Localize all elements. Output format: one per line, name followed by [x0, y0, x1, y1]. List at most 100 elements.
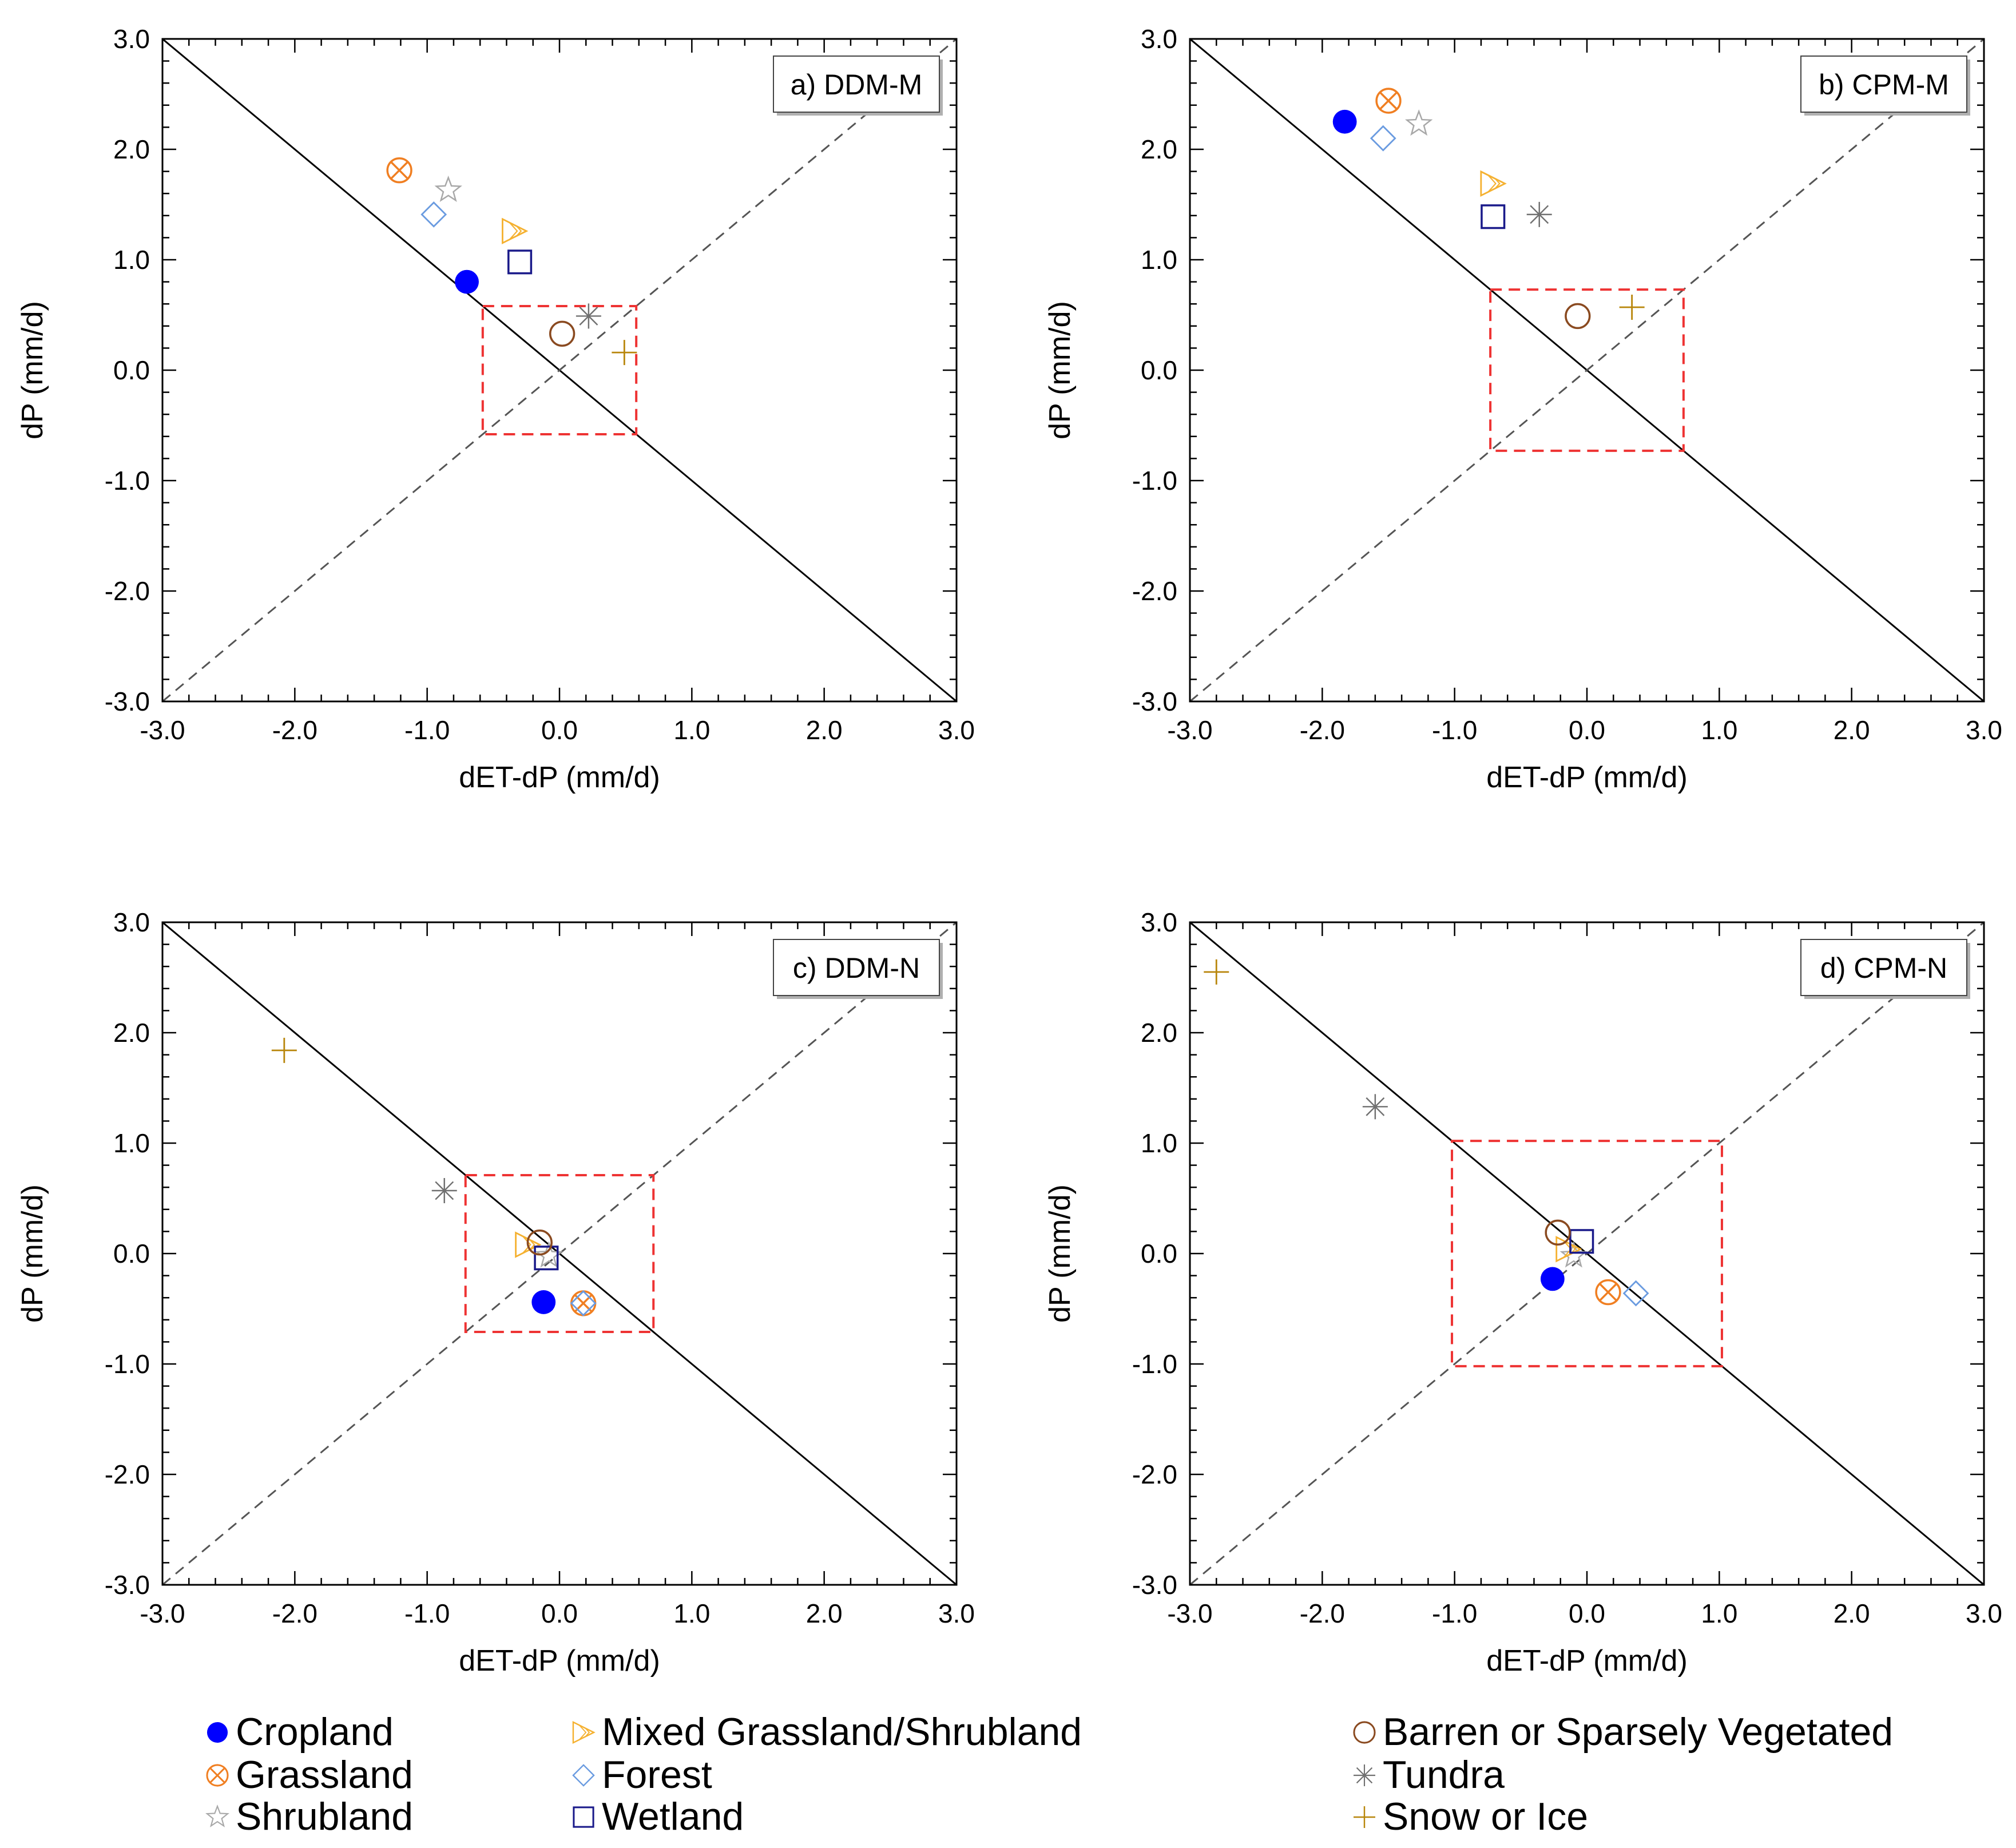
y-tick-label: -3.0: [1132, 687, 1177, 716]
marker-shrubland: [1407, 112, 1431, 134]
panel-d-cpm-n: -3.0 -2.0 -1.0 0.0 1.0 2.0 3.0 -3.0 -2.0 -1.0 0.0 1…: [1043, 907, 2002, 1678]
x-tick-label: -3.0: [1167, 1599, 1212, 1628]
y-axis-title: dP (mm/d): [1043, 301, 1077, 439]
marker-tundra: [1527, 202, 1552, 227]
panel-label: c) DDM-N: [793, 952, 920, 984]
y-tick-label: -1.0: [1132, 1349, 1177, 1379]
legend-label: Barren or Sparsely Vegetated: [1383, 1710, 1893, 1754]
x-tick-label: -1.0: [1432, 715, 1477, 745]
y-tick-label: -2.0: [1132, 576, 1177, 606]
y-tick-label: 0.0: [113, 1239, 150, 1268]
marker-tundra: [1354, 1764, 1375, 1786]
legend-item-cropland: Cropland: [207, 1710, 394, 1754]
x-tick-label: 3.0: [938, 1599, 975, 1628]
y-tick-label: -1.0: [105, 1349, 150, 1379]
y-tick-label: -1.0: [105, 466, 150, 495]
y-tick-label: 3.0: [1141, 907, 1177, 937]
legend-item-barren-or-sparsely-vegetated: Barren or Sparsely Vegetated: [1354, 1710, 1893, 1754]
marker-cropland: [1541, 1267, 1565, 1291]
panel-a-ddm-m: -3.0 -2.0 -1.0 0.0 1.0 2.0 3.0-3.0-2.0-1.00.01…: [16, 24, 975, 794]
marker-cropland: [1333, 110, 1357, 134]
marker-barren-or-sparsely-vegetated: [1546, 1220, 1570, 1244]
marker-barren-or-sparsely-vegetated: [527, 1231, 551, 1255]
y-tick-label: -1.0: [1132, 466, 1177, 495]
legend-item-forest: Forest: [573, 1753, 712, 1797]
y-tick-label: -2.0: [105, 576, 150, 606]
marker-shrubland: [207, 1806, 228, 1826]
marker-grassland: [1596, 1280, 1620, 1304]
panel-c-ddm-n: -3.0 -2.0 -1.0 0.0 1.0 2.0 3.0 -3.0 -2.0 -1.0 0.0 1…: [16, 907, 975, 1678]
panel-label: d) CPM-N: [1820, 952, 1947, 984]
panel-label: a) DDM-M: [791, 69, 923, 101]
x-tick-label: 3.0: [938, 715, 975, 745]
y-tick-label: -3.0: [105, 687, 150, 716]
x-axis-title: dET-dP (mm/d): [459, 761, 660, 794]
x-tick-label: -3.0: [140, 715, 185, 745]
y-tick-label: 0.0: [1141, 355, 1177, 385]
x-tick-label: -1.0: [404, 1599, 450, 1628]
x-tick-label: -2.0: [272, 1599, 318, 1628]
y-axis-title: dP (mm/d): [16, 301, 49, 439]
y-tick-label: 2.0: [1141, 134, 1177, 164]
marker-barren-or-sparsely-vegetated: [1566, 304, 1590, 328]
x-tick-label: 2.0: [806, 715, 843, 745]
x-tick-label: -3.0: [140, 1599, 185, 1628]
x-tick-label: 2.0: [1834, 715, 1870, 745]
y-tick-label: 3.0: [113, 24, 150, 54]
marker-cropland: [207, 1722, 228, 1743]
marker-tundra: [432, 1178, 457, 1203]
marker-grassland: [1376, 89, 1400, 113]
marker-snow-or-ice: [272, 1038, 297, 1063]
marker-forest: [573, 1765, 594, 1786]
panel-b-cpm-m: -3.0 -2.0 -1.0 0.0 1.0 2.0 3.0 -3.0 -2.0 -1.0 0.0 1…: [1043, 24, 2002, 794]
x-tick-label: -1.0: [1432, 1599, 1477, 1628]
marker-mixed-grassland-shrubland: [502, 219, 526, 243]
x-axis-title: dET-dP (mm/d): [459, 1644, 660, 1678]
legend-item-shrubland: Shrubland: [207, 1795, 413, 1838]
y-tick-label: 0.0: [113, 355, 150, 385]
x-tick-label: -2.0: [1300, 1599, 1345, 1628]
y-axis-title: dP (mm/d): [16, 1184, 49, 1323]
marker-barren-or-sparsely-vegetated: [1354, 1722, 1375, 1743]
y-tick-label: 1.0: [1141, 1128, 1177, 1158]
marker-grassland: [387, 158, 411, 183]
marker-shrubland: [436, 177, 461, 200]
marker-snow-or-ice: [1620, 295, 1645, 320]
legend-label: Shrubland: [236, 1795, 413, 1838]
legend-label: Wetland: [602, 1795, 744, 1838]
y-tick-label: 2.0: [1141, 1018, 1177, 1048]
y-tick-label: -3.0: [105, 1570, 150, 1600]
legend-item-mixed-grassland-shrubland: Mixed Grassland/Shrubland: [573, 1710, 1082, 1754]
x-tick-label: 3.0: [1966, 715, 2002, 745]
legend-label: Forest: [602, 1753, 712, 1797]
x-tick-label: 1.0: [1701, 1599, 1737, 1628]
reference-lines: [1190, 39, 1984, 701]
x-tick-label: 0.0: [1569, 715, 1605, 745]
x-axis-title: dET-dP (mm/d): [1486, 761, 1688, 794]
marker-wetland: [574, 1807, 593, 1827]
marker-snow-or-ice: [612, 340, 637, 365]
x-tick-label: 0.0: [541, 715, 578, 745]
marker-snow-or-ice: [1354, 1806, 1375, 1828]
y-tick-label: 3.0: [1141, 24, 1177, 54]
panel-label: b) CPM-M: [1819, 69, 1949, 101]
data-points: [1333, 89, 1645, 328]
y-tick-label: 1.0: [113, 245, 150, 275]
marker-grassland: [207, 1765, 228, 1786]
legend-item-wetland: Wetland: [574, 1795, 744, 1838]
marker-cropland: [455, 270, 479, 294]
legend-label: Cropland: [236, 1710, 394, 1754]
x-tick-label: 0.0: [541, 1599, 578, 1628]
x-tick-label: 0.0: [1569, 1599, 1605, 1628]
legend-label: Mixed Grassland/Shrubland: [602, 1710, 1082, 1754]
y-tick-label: 0.0: [1141, 1239, 1177, 1268]
data-points: [1204, 959, 1648, 1306]
x-tick-label: 2.0: [806, 1599, 843, 1628]
x-tick-label: 3.0: [1966, 1599, 2002, 1628]
x-tick-label: -2.0: [1300, 715, 1345, 745]
x-tick-label: 1.0: [673, 1599, 710, 1628]
marker-cropland: [531, 1290, 555, 1314]
y-tick-label: -2.0: [1132, 1460, 1177, 1489]
legend-label: Tundra: [1383, 1753, 1505, 1797]
